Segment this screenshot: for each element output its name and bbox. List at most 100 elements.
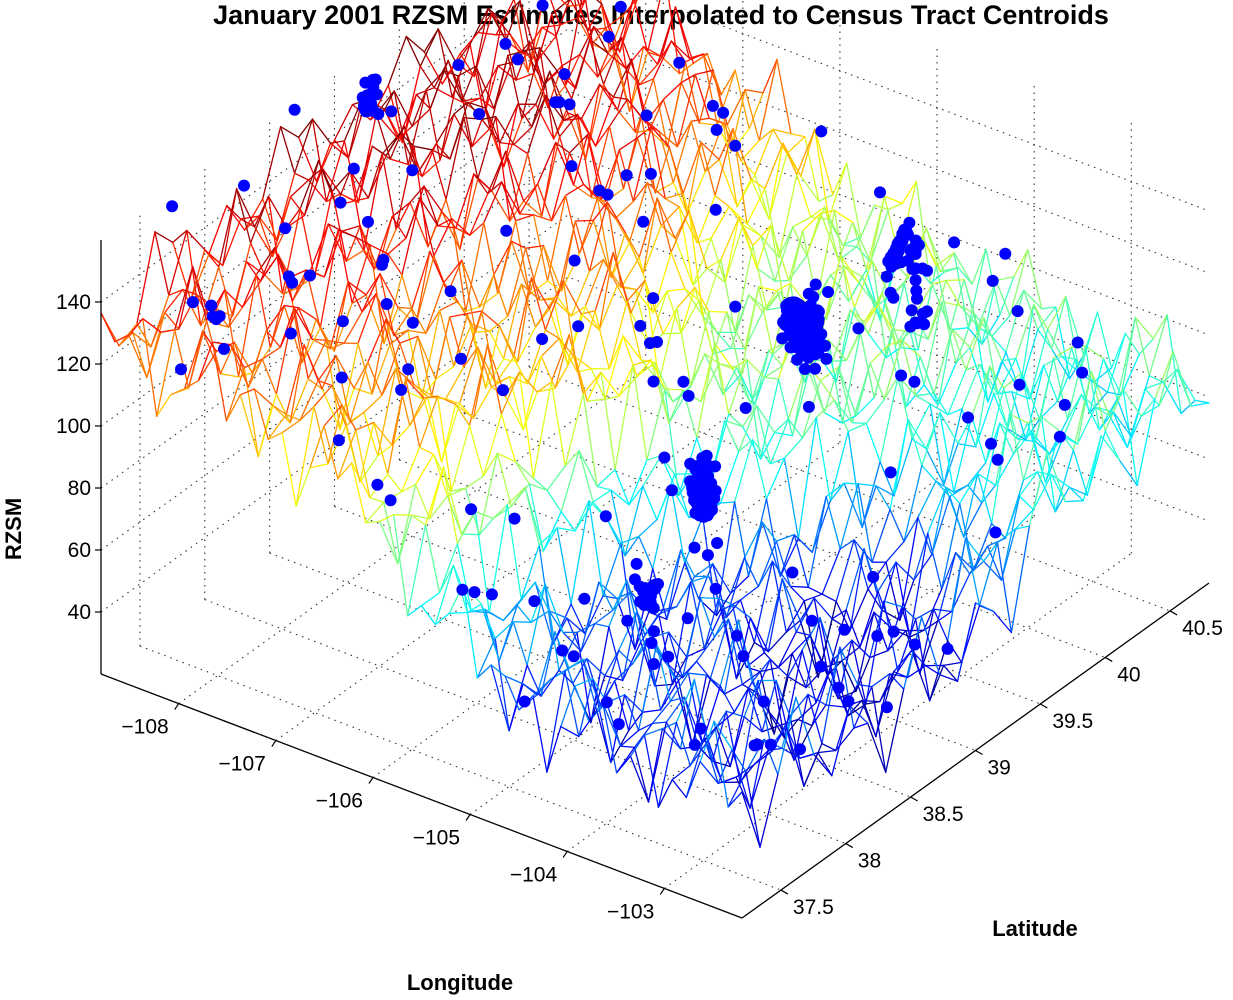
mesh-segment — [977, 279, 997, 328]
mesh-segment — [504, 675, 524, 685]
mesh-segment — [313, 223, 329, 278]
mesh-segment — [965, 363, 981, 371]
mesh-segment — [501, 181, 521, 215]
mesh-segment — [319, 229, 339, 329]
mesh-segment — [1122, 388, 1142, 417]
mesh-segment — [642, 224, 662, 275]
mesh-segment — [786, 136, 806, 155]
centroid-marker — [677, 375, 690, 388]
mesh-segment — [983, 317, 999, 395]
mesh-segment — [293, 307, 309, 380]
mesh-segment — [658, 605, 678, 615]
mesh-segment — [843, 265, 864, 278]
mesh-segment — [1116, 398, 1132, 438]
mesh-segment — [931, 495, 951, 556]
centroid-marker — [730, 629, 743, 642]
centroid-marker — [497, 384, 509, 397]
mesh-segment — [839, 483, 859, 550]
centroid-marker — [647, 292, 660, 305]
mesh-segment — [956, 602, 977, 682]
mesh-segment — [971, 415, 987, 464]
mesh-segment — [497, 240, 513, 295]
mesh-segment — [363, 394, 383, 414]
mesh-segment — [1050, 474, 1070, 488]
centroid-marker — [465, 503, 478, 516]
mesh-segment — [1148, 375, 1164, 383]
mesh-segment — [714, 128, 734, 197]
mesh-segment — [514, 460, 534, 479]
mesh-segment — [285, 344, 305, 416]
mesh-segment — [768, 349, 784, 367]
mesh-segment — [1028, 450, 1048, 527]
mesh-segment — [871, 260, 887, 359]
mesh-segment — [483, 181, 503, 224]
centroid-marker — [288, 103, 301, 116]
centroid-marker — [500, 224, 513, 237]
centroid-marker — [709, 582, 722, 595]
mesh-segment — [289, 378, 309, 424]
mesh-segment — [289, 344, 305, 424]
mesh-segment — [634, 78, 655, 133]
mesh-segment — [927, 301, 943, 340]
mesh-segment — [508, 376, 529, 385]
mesh-segment — [760, 235, 776, 282]
mesh-segment — [656, 6, 677, 66]
mesh-segment — [647, 728, 664, 803]
mesh-segment — [747, 687, 763, 733]
mesh-segment — [964, 537, 981, 607]
centroid-marker — [645, 583, 658, 596]
centroid-marker — [809, 278, 822, 291]
mesh-segment — [729, 575, 750, 594]
mesh-segment — [684, 61, 700, 124]
mesh-segment — [955, 552, 975, 571]
mesh-segment — [915, 392, 935, 397]
mesh-segment — [789, 585, 809, 588]
mesh-segment — [821, 742, 837, 752]
mesh-segment — [279, 307, 295, 348]
mesh-segment — [451, 96, 467, 105]
mesh-segment — [664, 192, 684, 200]
mesh-segment — [758, 286, 774, 355]
mesh-segment — [709, 618, 730, 680]
centroid-marker — [794, 743, 806, 756]
mesh-segment — [491, 190, 511, 222]
mesh-segment — [899, 346, 919, 351]
mesh-segment — [813, 597, 829, 676]
mesh-segment — [633, 722, 654, 749]
mesh-segment — [755, 658, 771, 693]
centroid-marker — [1071, 336, 1084, 349]
centroid-marker — [681, 612, 694, 625]
mesh-segment — [776, 282, 792, 292]
mesh-segment — [846, 162, 862, 238]
mesh-segment — [433, 218, 453, 257]
mesh-segment — [331, 384, 351, 423]
centroid-marker — [999, 247, 1012, 260]
mesh-segment — [576, 310, 596, 373]
centroid-marker — [814, 660, 827, 673]
mesh-segment — [755, 404, 776, 434]
mesh-segment — [837, 366, 853, 424]
mesh-segment — [725, 710, 741, 783]
mesh-segment — [643, 734, 660, 808]
mesh-segment — [807, 495, 827, 588]
mesh-segment — [835, 309, 852, 383]
mesh-segment — [869, 649, 889, 659]
mesh-segment — [645, 638, 662, 711]
mesh-segment — [759, 431, 776, 460]
mesh-segment — [395, 145, 415, 230]
mesh-segment — [651, 700, 672, 725]
mesh-segment — [379, 117, 399, 140]
mesh-segment — [229, 344, 250, 388]
mesh-segment — [544, 329, 560, 340]
y-tick-label: 39 — [988, 757, 1011, 780]
mesh-segment — [831, 359, 848, 362]
mesh-segment — [283, 304, 299, 309]
mesh-segment — [561, 53, 581, 67]
mesh-segment — [518, 371, 534, 479]
centroid-marker — [690, 460, 702, 473]
mesh-segment — [309, 425, 325, 469]
mesh-segment — [417, 335, 433, 397]
mesh-segment — [538, 544, 554, 645]
mesh-segment — [687, 672, 708, 676]
mesh-segment — [271, 404, 291, 424]
